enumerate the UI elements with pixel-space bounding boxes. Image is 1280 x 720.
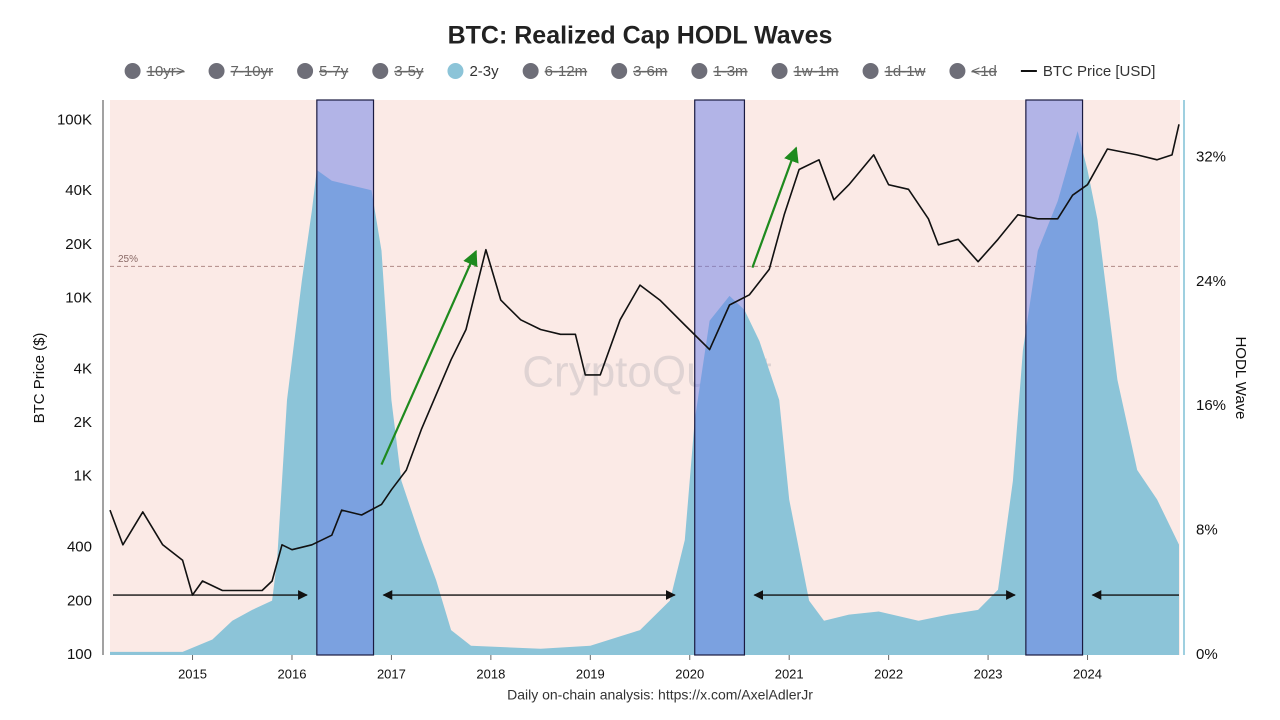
arrow: [380, 249, 478, 466]
x-tick-label: 2024: [1073, 666, 1102, 681]
y2-tick-label: 32%: [1196, 148, 1226, 165]
highlight-band: [694, 99, 746, 656]
reference-label: 25%: [118, 254, 138, 265]
legend-swatch: [447, 63, 464, 79]
y-tick-label: 1K: [74, 468, 92, 485]
legend-swatch: [208, 63, 225, 79]
x-tick-label: 2018: [476, 666, 505, 681]
legend-swatch: [522, 63, 539, 79]
y2-axis-title: HODL Wave: [1232, 336, 1249, 419]
y2-tick-label: 24%: [1196, 273, 1226, 290]
y-tick-label: 200: [67, 592, 92, 609]
chart-title: BTC: Realized Cap HODL Waves: [448, 22, 833, 50]
legend-label[interactable]: 1d-1w: [885, 63, 926, 80]
x-tick-label: 2015: [178, 666, 207, 681]
y-tick-label: 10K: [65, 290, 92, 307]
y2-tick-label: 0%: [1196, 646, 1218, 663]
legend: 10yr> 7-10yr 5-7y 3-5y 2-3y 6-12m 3-6m 1-3m 1w-1…: [124, 63, 1156, 80]
legend-label[interactable]: 2-3y: [469, 63, 499, 80]
legend-swatch: [862, 63, 879, 79]
legend-label[interactable]: BTC Price [USD]: [1043, 63, 1156, 80]
x-tick-label: 2023: [974, 666, 1003, 681]
legend-label[interactable]: 5-7y: [319, 63, 349, 80]
y-tick-label: 2K: [74, 414, 92, 431]
y-tick-label: 100K: [57, 111, 92, 128]
y-tick-label: 400: [67, 539, 92, 556]
arrow: [751, 146, 799, 269]
legend-swatch: [691, 63, 708, 79]
legend-label[interactable]: <1d: [971, 63, 996, 80]
legend-label[interactable]: 3-5y: [394, 63, 424, 80]
legend-label[interactable]: 1w-1m: [794, 63, 839, 80]
x-tick-label: 2020: [675, 666, 704, 681]
legend-label[interactable]: 6-12m: [545, 63, 588, 80]
footer: Daily on-chain analysis: https://x.com/A…: [507, 687, 813, 703]
legend-label[interactable]: 3-6m: [633, 63, 667, 80]
legend-label[interactable]: 7-10yr: [231, 63, 274, 80]
x-tick-label: 2016: [278, 666, 307, 681]
legend-swatch: [611, 63, 628, 79]
x-tick-label: 2021: [775, 666, 804, 681]
legend-swatch: [297, 63, 314, 79]
legend-label[interactable]: 10yr>: [147, 63, 185, 80]
y-tick-label: 40K: [65, 182, 92, 199]
x-tick-label: 2019: [576, 666, 605, 681]
y-axis-title: BTC Price ($): [31, 333, 48, 424]
x-tick-label: 2022: [874, 666, 903, 681]
legend-swatch: [949, 63, 966, 79]
y2-tick-label: 8%: [1196, 522, 1218, 539]
y2-tick-label: 16%: [1196, 397, 1226, 414]
legend-label[interactable]: 1-3m: [713, 63, 747, 80]
legend-swatch: [771, 63, 788, 79]
highlight-band: [316, 99, 375, 656]
area: [110, 131, 1179, 656]
y-tick-label: 4K: [74, 360, 92, 377]
legend-swatch: [372, 63, 389, 79]
price-line: [109, 124, 1180, 596]
y-tick-label: 20K: [65, 236, 92, 253]
highlight-band: [1025, 99, 1084, 656]
legend-swatch: [124, 63, 141, 79]
y-tick-label: 100: [67, 646, 92, 663]
x-tick-label: 2017: [377, 666, 406, 681]
